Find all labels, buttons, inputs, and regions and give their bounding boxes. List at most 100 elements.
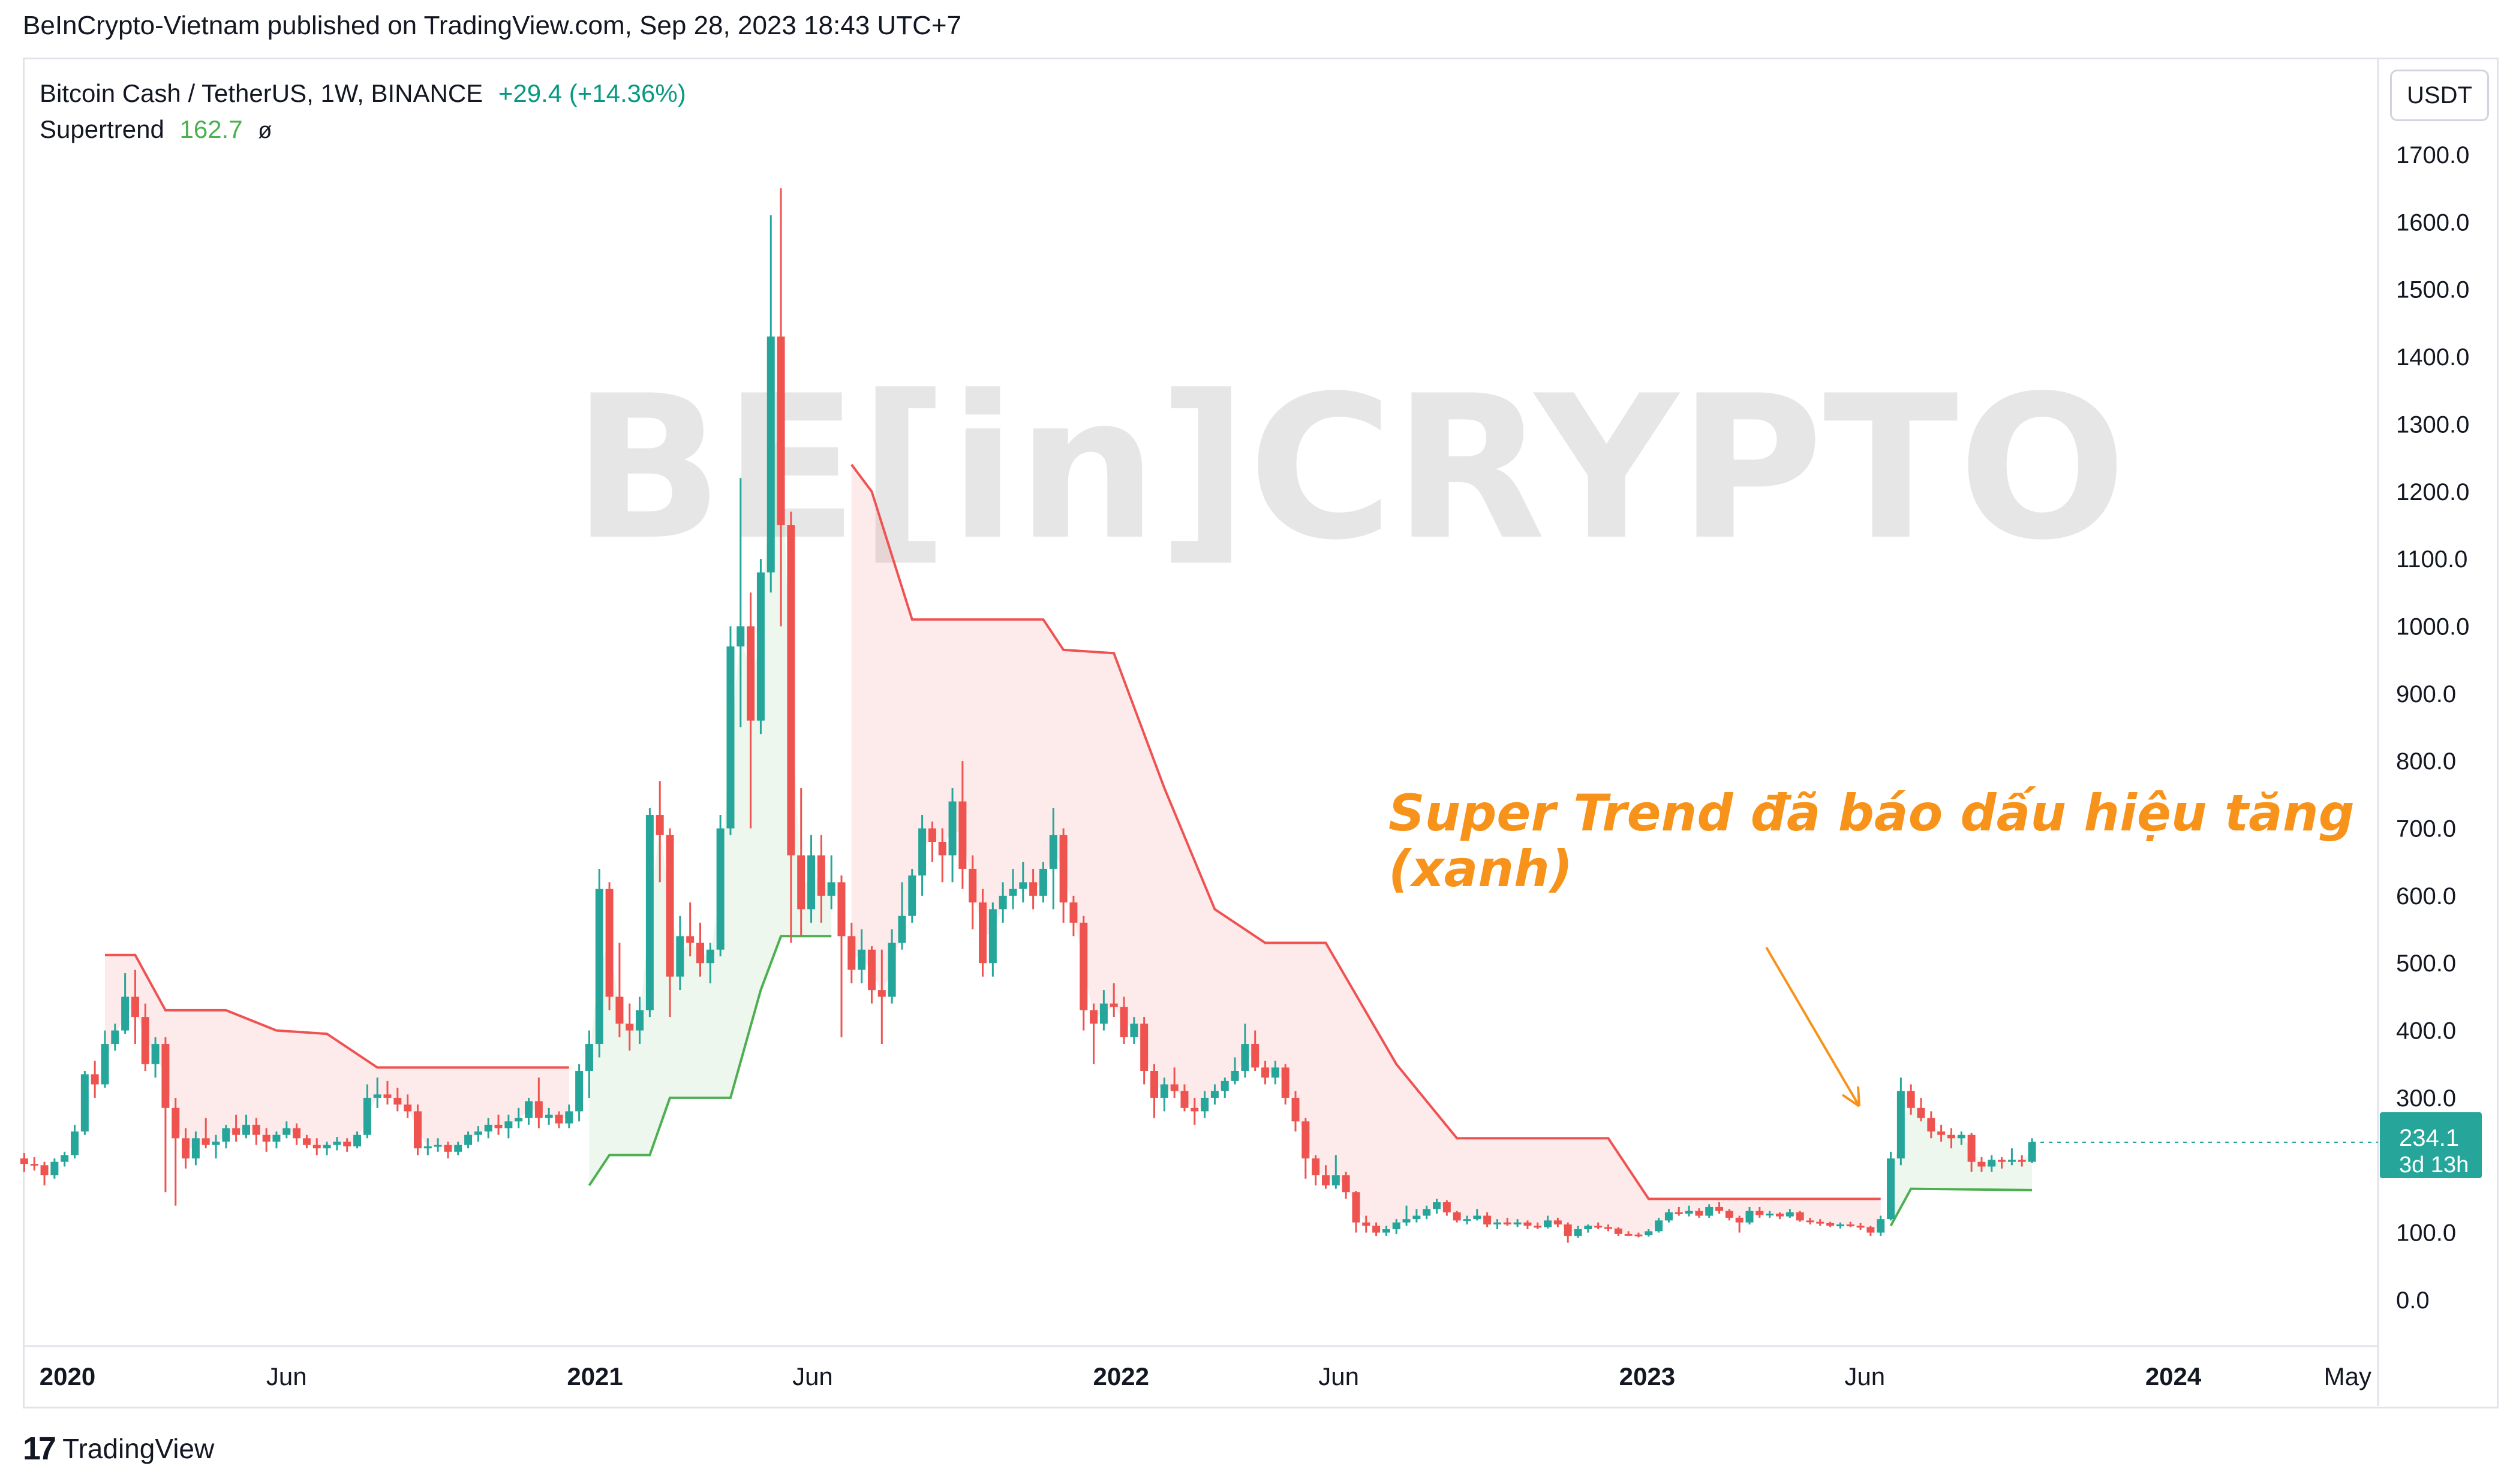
symbol-legend[interactable]: Bitcoin Cash / TetherUS, 1W, BINANCE +29…: [40, 79, 695, 108]
candle-body: [1634, 1235, 1643, 1237]
watermark-text: BE[in]CRYPTO: [572, 353, 2126, 583]
candle-body: [1261, 1067, 1270, 1078]
price-tick-label: 1600.0: [2396, 209, 2469, 236]
time-tick-label: 2024: [2145, 1362, 2202, 1390]
candle-body: [191, 1138, 200, 1159]
candle-body: [353, 1134, 362, 1146]
candle-body: [312, 1145, 321, 1149]
candle: [1574, 1226, 1582, 1238]
candle-body: [988, 909, 997, 964]
time-tick-label: Jun: [1844, 1362, 1885, 1390]
candle: [1483, 1212, 1492, 1227]
candle-body: [787, 525, 795, 856]
candle: [585, 1030, 593, 1098]
candle: [1352, 1190, 1360, 1233]
candle: [1160, 1077, 1168, 1112]
candle-body: [1099, 1003, 1108, 1024]
candle-body: [1705, 1206, 1714, 1216]
candle: [515, 1107, 523, 1128]
candle: [1766, 1211, 1774, 1218]
candle: [30, 1157, 38, 1171]
candle: [837, 875, 846, 1037]
time-tick-label: Jun: [266, 1362, 307, 1390]
candle-body: [1513, 1222, 1522, 1225]
candle-body: [958, 801, 967, 869]
candle: [2018, 1155, 2026, 1167]
candle-body: [302, 1138, 311, 1145]
candle-body: [1191, 1107, 1199, 1112]
candle-body: [1806, 1220, 1814, 1223]
candle: [1503, 1217, 1511, 1226]
candle: [1927, 1111, 1935, 1139]
candle-body: [121, 997, 130, 1031]
candle-body: [1110, 1003, 1118, 1007]
price-tick-label: 700.0: [2396, 816, 2456, 842]
candle-body: [1977, 1161, 1986, 1167]
candle-body: [1029, 882, 1038, 896]
candle: [1957, 1131, 1965, 1145]
candle-body: [1584, 1226, 1592, 1230]
candle: [1836, 1222, 1844, 1229]
candle: [958, 761, 967, 889]
candle-body: [656, 815, 664, 835]
candle-body: [1312, 1158, 1320, 1176]
candle-body: [1271, 1067, 1279, 1078]
candle-body: [595, 889, 603, 1044]
footer-brand[interactable]: 17 TradingView: [23, 1430, 214, 1467]
candle-body: [1442, 1202, 1451, 1212]
candle: [1039, 862, 1047, 903]
candle: [1553, 1217, 1562, 1227]
supertrend-down-line: [105, 953, 569, 1069]
candle-body: [999, 895, 1007, 910]
candle-body: [1745, 1211, 1754, 1223]
settings-icon[interactable]: ø: [258, 118, 272, 143]
candle-body: [1564, 1224, 1572, 1236]
candle: [1019, 862, 1027, 903]
candle-body: [1473, 1215, 1481, 1220]
candle: [161, 1037, 170, 1193]
candle-body: [1241, 1044, 1249, 1071]
candle: [202, 1118, 210, 1149]
candle: [908, 868, 916, 923]
candle: [1564, 1222, 1572, 1243]
candle-body: [1352, 1192, 1360, 1223]
candle: [323, 1141, 331, 1155]
candle-body: [938, 842, 946, 856]
candle: [1110, 983, 1118, 1018]
candle-body: [1180, 1091, 1189, 1108]
candle: [1967, 1133, 1976, 1172]
candle: [948, 788, 957, 883]
candle-body: [1402, 1219, 1411, 1223]
currency-button[interactable]: USDT: [2390, 70, 2489, 121]
candle: [928, 821, 936, 862]
candle: [1191, 1097, 1199, 1125]
candle-body: [434, 1145, 442, 1147]
candle: [1382, 1226, 1390, 1236]
candle: [1412, 1209, 1421, 1223]
candle-body: [565, 1111, 573, 1124]
candle: [80, 1071, 89, 1135]
candle: [1423, 1205, 1431, 1220]
candle: [1937, 1124, 1946, 1142]
candle: [1140, 1017, 1149, 1085]
candle: [1513, 1219, 1522, 1227]
indicator-legend[interactable]: Supertrend 162.7 ø: [40, 115, 280, 144]
candle: [1977, 1157, 1986, 1172]
candle-body: [1201, 1097, 1209, 1112]
candle-body: [1493, 1222, 1501, 1225]
price-change: +29.4 (+14.36%): [498, 79, 686, 107]
candle: [262, 1128, 270, 1152]
candle-body: [50, 1161, 59, 1176]
candle-body: [222, 1128, 230, 1142]
candle: [797, 788, 805, 937]
candle: [1715, 1202, 1724, 1214]
candle: [363, 1084, 371, 1139]
candle: [423, 1138, 432, 1155]
candle: [615, 943, 624, 1037]
candle-body: [1069, 902, 1078, 923]
candle: [706, 943, 714, 983]
candle: [131, 970, 139, 1044]
candle-body: [969, 868, 977, 903]
candle: [1907, 1084, 1915, 1115]
